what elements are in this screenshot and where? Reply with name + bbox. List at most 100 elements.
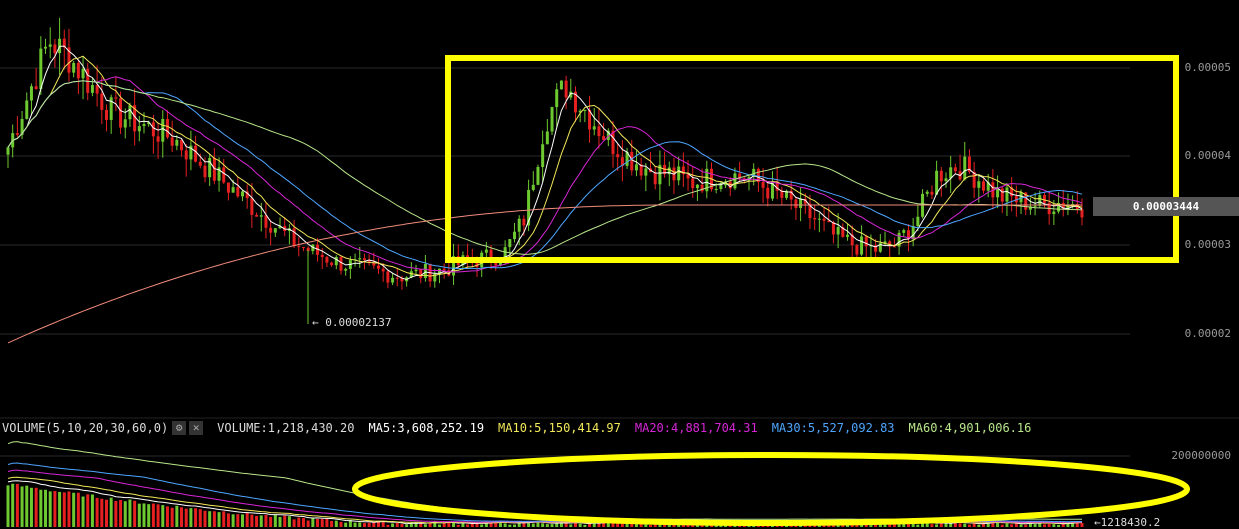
volume-bar [517,521,521,527]
volume-bar [953,521,957,527]
candle-body [592,126,596,130]
volume-bar [391,523,395,527]
volume-bar [114,500,118,527]
volume-bar [100,498,104,527]
candle-body [831,222,835,235]
volume-bar [6,485,10,527]
volume-bar [1014,522,1018,527]
volume-bar [151,503,155,527]
volume-bar [1080,522,1084,527]
volume-bar [175,505,179,527]
volume-bar [81,496,85,527]
volume-bar [1024,524,1028,527]
volume-bar [930,524,934,527]
candle-body [180,139,184,151]
volume-bar [67,491,71,527]
candle-body [330,262,334,266]
volume-bar [11,483,15,527]
volume-bar [372,522,376,527]
volume-bar [395,523,399,527]
volume-bar [339,521,343,527]
volume-bar [428,522,432,527]
candle-body [414,269,418,272]
volume-bar [1038,521,1042,527]
volume-bar [470,523,474,527]
volume-bar [44,489,48,527]
candle-body [620,157,624,166]
candle-body [630,151,634,171]
candle-body [217,167,221,181]
candle-body [165,118,169,138]
candle-body [194,145,198,162]
candle-body [752,168,756,177]
candle-body [20,118,24,135]
volume-indicator-label: VOLUME(5,10,20,30,60,0) [2,421,169,435]
candle-body [498,261,502,266]
volume-bar [76,492,80,527]
volume-header: VOLUME(5,10,20,30,60,0) ⚙ ✕ VOLUME:1,218… [2,419,1045,437]
ma30-value: MA30:5,527,092.83 [771,421,895,435]
volume-bar [649,524,653,527]
candle-body [1061,203,1065,209]
candle-body [81,68,85,79]
volume-bar [316,518,320,527]
candle-body [522,218,526,226]
candle-body [90,85,94,93]
candle-body [508,239,512,248]
volume-bar [545,524,549,527]
volume-bar [180,507,184,527]
volume-bar [1066,523,1070,527]
last-volume-label: ←1218430.2 [1094,516,1161,529]
ma60-line [7,80,1083,255]
close-icon[interactable]: ✕ [189,421,204,435]
candle-body [925,191,929,194]
volume-bar [522,521,526,527]
candle-body [705,168,709,192]
volume-bar [494,521,498,527]
candle-body [700,184,704,192]
volume-bar [911,521,915,527]
volume-bar [222,511,226,527]
volume-bar [573,522,577,527]
candle-body [559,80,563,90]
candle-body [175,139,179,146]
candle-body [846,234,850,237]
ma5-value: MA5:3,608,252.19 [368,421,485,435]
volume-bar [480,524,484,527]
volume-bar [377,520,381,527]
candle-body [982,181,986,191]
candle-body [151,122,155,137]
volume-bar [330,520,334,527]
volume-bar [860,524,864,527]
candle-body [996,188,1000,198]
volume-bar [897,522,901,527]
candle-body [409,271,413,278]
candle-body [564,80,568,98]
candle-body [273,228,277,233]
candle-body [1042,195,1046,203]
candle-body [367,260,371,263]
candle-body [278,226,282,229]
volume-bar [367,522,371,527]
candle-body [573,91,577,113]
volume-bar [245,512,249,527]
candle-body [677,166,681,181]
candle-body [916,216,920,226]
volume-bar [62,492,66,527]
volume-bar [1033,524,1037,527]
volume-bar [667,524,671,527]
candle-body [297,246,301,248]
candle-body [100,93,104,110]
gear-icon[interactable]: ⚙ [172,421,187,435]
candle-body [799,198,803,208]
candle-body [240,191,244,197]
candle-body [803,198,807,204]
candle-body [541,144,545,168]
candle-body [1080,209,1084,218]
volume-bar [925,522,929,527]
volume-bar [165,506,169,527]
volume-bar [986,522,990,527]
candle-body [114,97,118,99]
volume-bar [217,512,221,527]
